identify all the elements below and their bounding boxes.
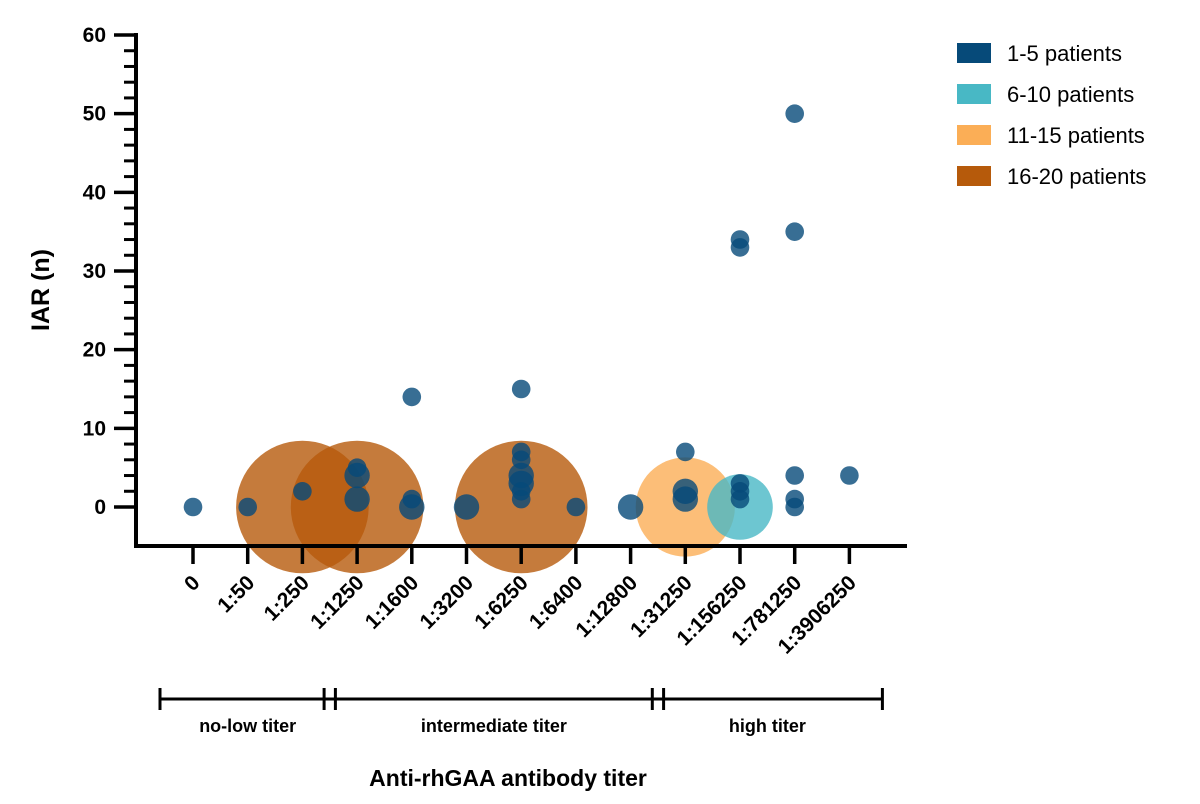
data-bubble (347, 458, 367, 478)
data-bubble (511, 482, 531, 501)
data-bubble (344, 486, 370, 512)
data-bubble (785, 466, 804, 485)
x-tick-label: 1:1600 (361, 571, 424, 634)
bubble-layer (183, 104, 859, 574)
y-tick-label: 10 (83, 417, 106, 440)
y-tick-label: 0 (94, 496, 106, 519)
data-bubble (617, 494, 644, 520)
data-bubble (730, 474, 750, 493)
group-label: high titer (729, 716, 806, 736)
group-label: no-low titer (199, 716, 296, 736)
data-bubble (508, 462, 534, 489)
data-bubble (785, 489, 804, 509)
data-bubble (511, 442, 531, 462)
data-bubble (676, 442, 695, 462)
legend-swatch (957, 166, 991, 186)
x-tick-label: 1:1250 (306, 571, 369, 634)
legend-swatch (957, 43, 991, 63)
legend-label: 11-15 patients (1007, 123, 1145, 148)
data-bubble (511, 379, 531, 399)
x-tick-label: 1:3200 (416, 571, 479, 634)
data-bubble (238, 497, 257, 517)
y-axis-title: IAR (n) (27, 249, 55, 331)
data-bubble (785, 104, 804, 123)
data-bubble (293, 482, 312, 501)
data-bubble (402, 489, 422, 509)
legend-label: 16-20 patients (1007, 164, 1146, 189)
data-bubble (672, 478, 698, 504)
legend-swatch (957, 84, 991, 104)
titer-groups: no-low titer intermediate titer high titer (158, 688, 884, 736)
y-tick-label: 30 (83, 260, 106, 283)
x-tick-label: 0 (180, 571, 205, 596)
legend: 1-5 patients 6-10 patients 11-15 patients 1… (957, 41, 1146, 189)
data-bubble (453, 494, 480, 520)
y-tick-label: 40 (83, 181, 106, 204)
data-bubble (183, 497, 203, 517)
x-tick-label: 1:6250 (470, 571, 533, 634)
data-bubble (840, 466, 859, 485)
legend-label: 1-5 patients (1007, 41, 1122, 66)
legend-swatch (957, 125, 991, 145)
y-tick-label: 60 (83, 24, 106, 47)
data-bubble (402, 387, 422, 407)
x-tick-label: 1:50 (213, 571, 259, 617)
data-bubble (730, 230, 750, 249)
data-bubble (566, 497, 586, 517)
legend-label: 6-10 patients (1007, 82, 1134, 107)
data-bubble (785, 222, 804, 241)
y-tick-label: 20 (83, 339, 106, 362)
group-label: intermediate titer (421, 716, 567, 736)
x-axis-title: Anti-rhGAA antibody titer (369, 765, 647, 791)
y-tick-label: 50 (83, 103, 106, 126)
